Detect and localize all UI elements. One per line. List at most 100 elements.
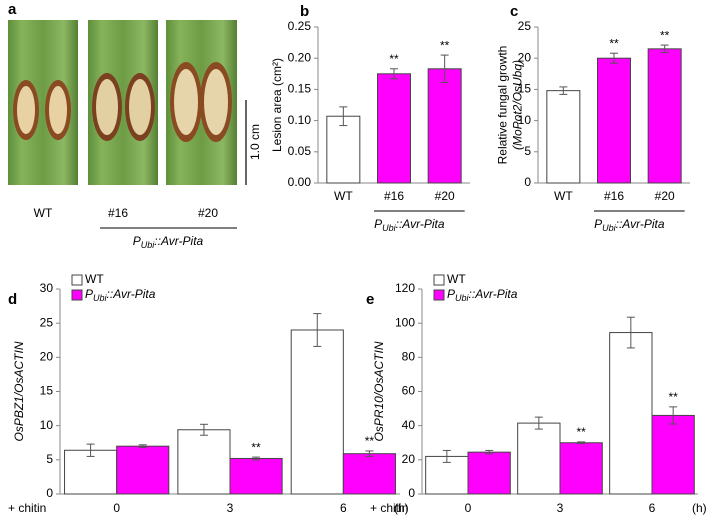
error-bar <box>626 316 635 349</box>
x-axis-label: + chitin <box>370 501 408 515</box>
leaf-label: #16 <box>108 206 128 220</box>
significance: ** <box>609 36 619 50</box>
error-bar <box>610 52 618 64</box>
y-tick-label: 0.20 <box>288 50 312 64</box>
bar <box>651 414 695 495</box>
error-bar <box>577 441 586 445</box>
x-unit: (h) <box>692 501 707 515</box>
error-bar <box>199 423 208 436</box>
y-tick-label: 0 <box>524 175 531 189</box>
y-tick-label: 0 <box>408 486 415 500</box>
chart-panel: d 0 5 10 15 20 25 30 OsPBZ1/OsACTIN 0 ** 3 ** 6 + chit… <box>8 272 409 515</box>
lesions <box>13 62 232 142</box>
bar <box>427 68 462 184</box>
error-bar <box>442 449 451 463</box>
panel-letter: e <box>366 291 374 308</box>
y-tick-label: 100 <box>395 315 415 329</box>
x-tick-label: #20 <box>435 189 455 203</box>
significance: ** <box>440 38 450 52</box>
bar <box>377 73 411 184</box>
panel-letter: a <box>8 1 17 18</box>
y-axis-label: OsPR10/OsACTIN <box>372 341 386 441</box>
y-tick-label: 15 <box>518 82 532 96</box>
leaf-label: #20 <box>198 206 218 220</box>
group-label: PUbi::Avr-Pita <box>374 217 445 233</box>
significance: ** <box>660 28 670 42</box>
legend-label: WT <box>85 272 104 286</box>
legend-item: WT <box>71 272 104 286</box>
error-bar <box>252 456 261 461</box>
y-tick-label: 0.15 <box>288 82 312 96</box>
x-unit: (h) <box>394 501 409 515</box>
error-bar <box>86 443 95 457</box>
y-tick-label: 0.25 <box>288 19 312 33</box>
x-axis-label: + chitin <box>8 501 46 515</box>
chart-panel: b 0.00 0.05 0.10 0.15 0.20 0.25 Lesion area (cm… <box>270 3 470 233</box>
panel-letter: c <box>510 3 518 20</box>
error-bar <box>440 54 449 84</box>
error-bar <box>660 44 669 54</box>
error-bar <box>485 449 494 455</box>
y-tick-label: 120 <box>395 281 415 295</box>
significance: ** <box>576 425 586 439</box>
legend-swatch <box>71 274 83 286</box>
significance: ** <box>389 52 399 66</box>
leaf-label: WT <box>34 206 53 220</box>
y-tick-label: 5 <box>524 144 531 158</box>
bar <box>116 445 170 495</box>
y-tick-label: 20 <box>402 452 416 466</box>
x-tick-label: #16 <box>384 189 404 203</box>
x-tick-label: 0 <box>113 501 120 515</box>
bar <box>177 429 231 495</box>
legend-label: PUbi::Avr-Pita <box>447 287 518 303</box>
chart-panel: c 0 5 10 15 20 25 Relative fungal growth (MoPot2… <box>496 3 690 233</box>
panel-letter: d <box>8 291 17 308</box>
y-tick-label: 0 <box>46 486 53 500</box>
legend-swatch <box>433 289 445 301</box>
error-bar <box>365 450 374 457</box>
y-tick-label: 30 <box>40 281 54 295</box>
y-axis-label: (MoPot2/OsUbq) <box>511 60 525 150</box>
x-tick-label: #16 <box>604 189 624 203</box>
bar <box>229 457 283 495</box>
x-tick-label: WT <box>554 189 573 203</box>
bar <box>467 451 511 495</box>
legend-label: WT <box>447 272 466 286</box>
legend-swatch <box>433 274 445 286</box>
bar <box>517 422 561 495</box>
y-tick-label: 5 <box>46 452 53 466</box>
group-label: PUbi::Avr-Pita <box>133 234 204 250</box>
panel-letter: b <box>300 3 309 20</box>
bar <box>546 90 581 184</box>
y-tick-label: 10 <box>40 418 54 432</box>
chart-panel: e 0 20 40 60 80 100 120 OsPR10/OsACTIN 0 ** 3 ** 6 + c… <box>366 272 707 515</box>
y-tick-label: 40 <box>402 418 416 432</box>
x-tick-label: 0 <box>465 501 472 515</box>
significance: ** <box>251 440 261 454</box>
y-tick-label: 0.00 <box>288 175 312 189</box>
error-bar <box>313 313 322 347</box>
bar <box>597 57 631 184</box>
x-tick-label: 3 <box>227 501 234 515</box>
legend-item: WT <box>433 272 466 286</box>
y-axis-label: Relative fungal growth <box>496 46 510 165</box>
x-tick-label: #20 <box>655 189 675 203</box>
photo-panel: a 1.0 cm WT #16 #20 PUbi::Avr-Pita <box>8 1 262 250</box>
error-bar <box>138 444 147 449</box>
legend-item: PUbi::Avr-Pita <box>71 287 156 303</box>
x-tick-label: 6 <box>340 501 347 515</box>
y-tick-label: 20 <box>518 50 532 64</box>
error-bar <box>559 86 568 95</box>
significance: ** <box>365 434 375 448</box>
bar <box>64 449 118 495</box>
error-bar <box>390 68 398 80</box>
error-bar <box>534 416 543 430</box>
y-axis-label: Lesion area (cm²) <box>270 58 284 152</box>
error-bar <box>669 406 678 425</box>
bar <box>326 115 361 184</box>
bar <box>290 329 344 495</box>
bar <box>647 48 682 184</box>
y-tick-label: 15 <box>40 384 54 398</box>
bar <box>609 332 653 495</box>
